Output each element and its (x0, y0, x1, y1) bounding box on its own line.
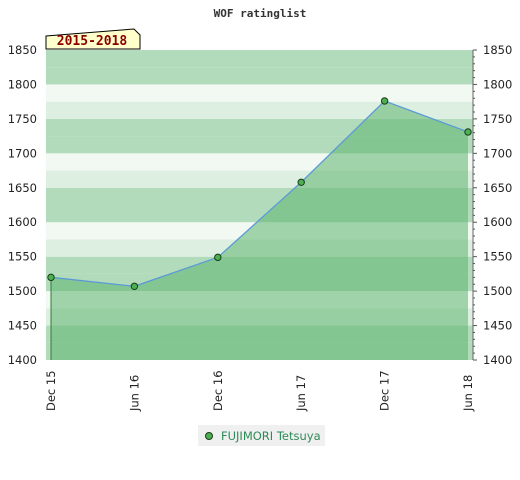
series-area (51, 100, 468, 360)
legend[interactable]: FUJIMORI Tetsuya (198, 425, 325, 446)
left-tick-label: 1800 (8, 77, 37, 91)
right-tick-label: 1600 (483, 215, 512, 229)
right-tick-label: 1850 (483, 43, 512, 57)
data-point[interactable] (214, 253, 222, 262)
period-label: 2015-2018 (57, 34, 128, 49)
right-tick-label: 1700 (483, 146, 512, 160)
left-tick-label: 1750 (8, 112, 37, 126)
right-tick-label: 1800 (483, 77, 512, 91)
data-points (47, 97, 472, 290)
background-band (46, 67, 473, 85)
right-tick-label: 1500 (483, 284, 512, 298)
legend-label: FUJIMORI Tetsuya (221, 429, 321, 443)
left-tick-label: 1650 (8, 181, 37, 195)
right-tick-label: 1550 (483, 250, 512, 264)
data-point[interactable] (47, 273, 55, 282)
x-axis: Dec 15 Jun 16 Dec 16 Jun 17 Dec 17 Jun 18 (44, 370, 475, 412)
left-y-axis: 1400 1450 1500 1550 1600 1650 1700 1750 1800 1850 (8, 43, 37, 367)
right-tick-label: 1450 (483, 319, 512, 333)
area-group (50, 100, 469, 360)
right-tick-label: 1400 (483, 353, 512, 367)
data-point[interactable] (464, 128, 472, 136)
legend-marker (205, 432, 213, 440)
x-tick-label: Dec 15 (44, 370, 58, 411)
background-band (46, 84, 473, 102)
chart-title: WOF ratinglist (214, 7, 307, 20)
x-tick-label: Dec 17 (378, 370, 392, 411)
left-tick-label: 1550 (8, 250, 37, 264)
background-band (46, 101, 473, 119)
right-y-axis: 1400 1450 1500 1550 1600 1650 1700 1750 1800 1850 (472, 43, 512, 367)
period-badge-box (45, 28, 141, 50)
x-tick-label: Dec 16 (211, 370, 225, 411)
right-tick-label: 1750 (483, 112, 512, 126)
left-tick-label: 1850 (8, 43, 37, 57)
x-tick-label: Jun 17 (294, 375, 308, 412)
x-tick-label: Jun 18 (461, 375, 475, 412)
background-band (46, 50, 473, 68)
left-tick-label: 1400 (8, 353, 37, 367)
legend-box (198, 425, 325, 446)
data-point[interactable] (297, 178, 305, 186)
left-tick-label: 1500 (8, 284, 37, 298)
data-point[interactable] (130, 282, 139, 290)
period-badge: 2015-2018 (45, 28, 141, 50)
series-line (50, 100, 469, 287)
left-tick-label: 1600 (8, 215, 37, 229)
left-tick-label: 1450 (8, 319, 37, 333)
left-tick-label: 1700 (8, 146, 37, 160)
right-tick-label: 1650 (483, 181, 512, 195)
x-tick-label: Jun 16 (127, 375, 141, 412)
data-point[interactable] (380, 97, 389, 105)
